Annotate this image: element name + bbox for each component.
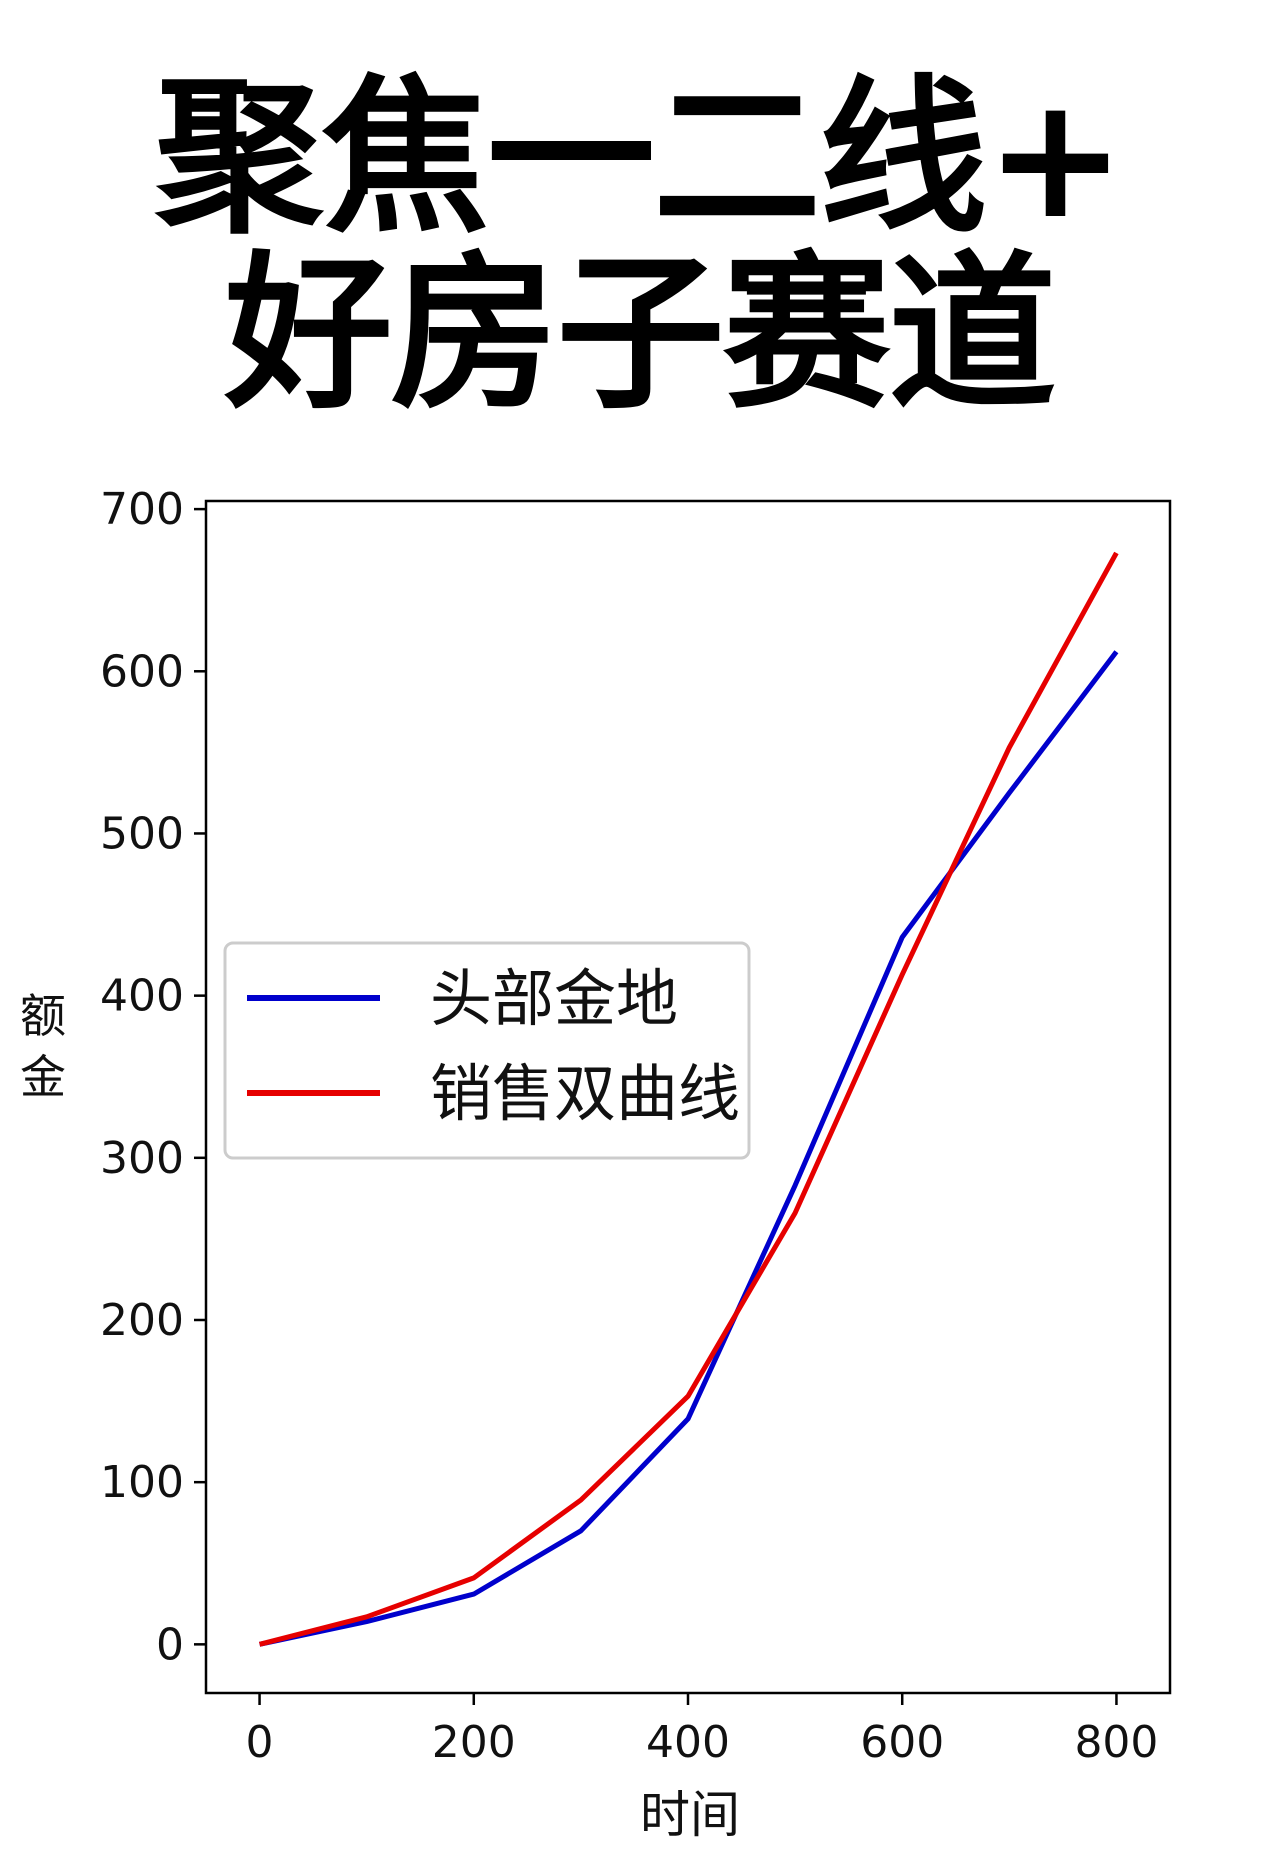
y-tick-label: 0 — [156, 1619, 184, 1670]
y-tick-label: 200 — [100, 1295, 184, 1346]
y-tick-label: 400 — [100, 971, 184, 1022]
y-tick-label: 300 — [100, 1133, 184, 1184]
series-line-0 — [259, 650, 1119, 1647]
y-tick-label: 700 — [100, 484, 184, 535]
x-axis-label: 时间 — [640, 1786, 740, 1844]
title-line-1: 聚焦一二线+ — [155, 60, 1126, 256]
x-tick-label: 600 — [860, 1717, 944, 1768]
legend-label-0: 头部金地 — [430, 962, 678, 1035]
page-title: 聚焦一二线+ 好房子赛道 — [0, 70, 1279, 422]
x-tick-label: 400 — [646, 1717, 730, 1768]
x-tick-label: 0 — [246, 1717, 274, 1768]
y-tick-label: 600 — [100, 646, 184, 697]
x-tick-label: 800 — [1074, 1717, 1158, 1768]
series-line-1 — [258, 551, 1119, 1647]
title-line-2: 好房子赛道 — [224, 236, 1057, 432]
y-tick-label: 500 — [100, 808, 184, 859]
x-tick-label: 200 — [432, 1717, 516, 1768]
y-tick-label: 100 — [100, 1457, 184, 1508]
legend-label-1: 销售双曲线 — [430, 1057, 740, 1130]
y-axis-label: 额 金 — [13, 992, 67, 1099]
